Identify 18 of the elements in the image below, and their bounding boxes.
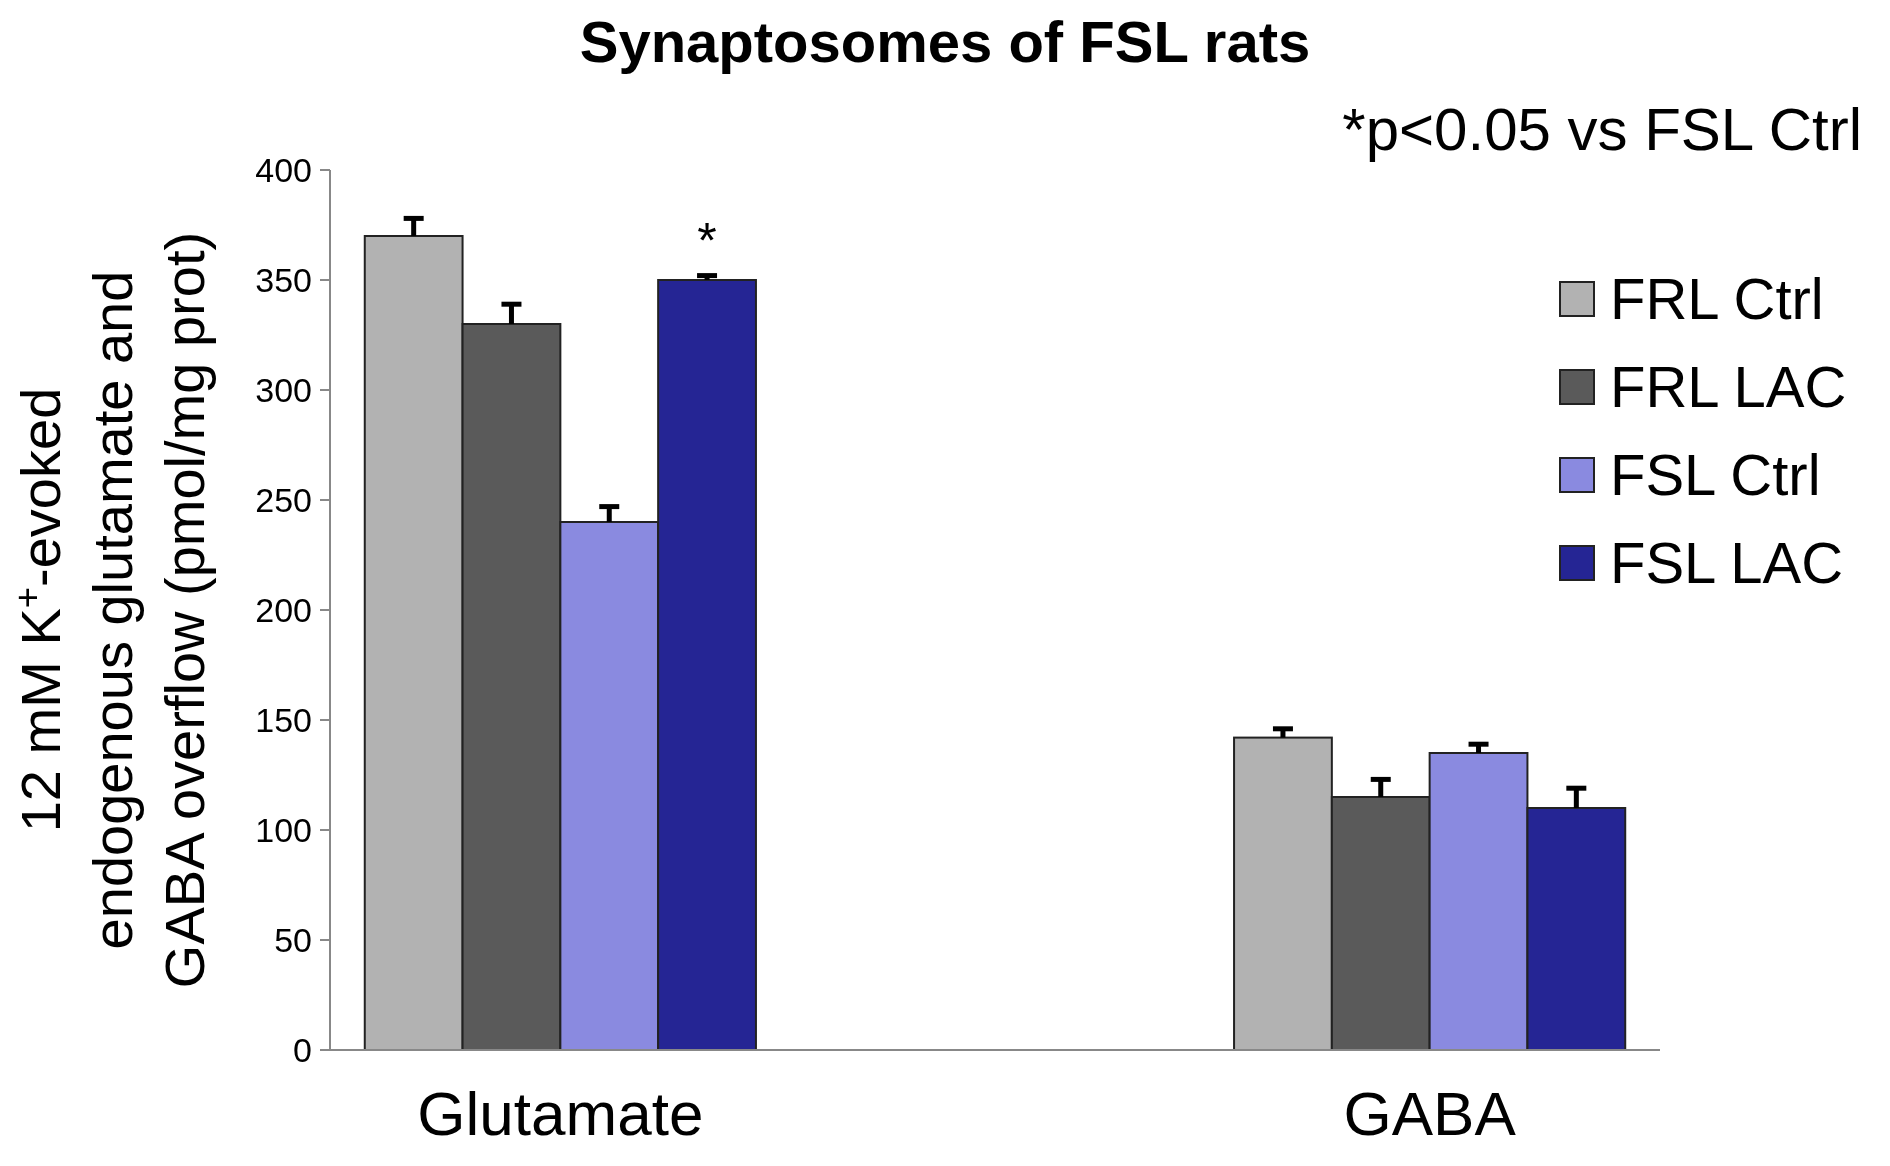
legend-label: FRL Ctrl [1610,266,1824,332]
y-tick-label: 250 [255,480,312,519]
y-tick-label: 150 [255,700,312,739]
y-tick-label: 50 [274,920,312,959]
y-tick-label: 0 [293,1030,312,1069]
y-tick-label: 400 [255,150,312,189]
y-tick-label: 100 [255,810,312,849]
y-tick-label: 200 [255,590,312,629]
x-tick-label: GABA [1343,1079,1517,1148]
y-tick-label: 300 [255,370,312,409]
y-tick-label: 350 [255,260,312,299]
legend-label: FRL LAC [1610,354,1847,420]
x-tick-label: Glutamate [417,1079,704,1148]
text: *p<0.05 vs FSL Ctrl [1342,96,1862,163]
legend-label: FSL LAC [1610,530,1844,596]
data-label: * [697,212,717,269]
legend-label: FSL Ctrl [1610,442,1821,508]
chart-title: Synaptosomes of FSL rats [579,9,1311,74]
